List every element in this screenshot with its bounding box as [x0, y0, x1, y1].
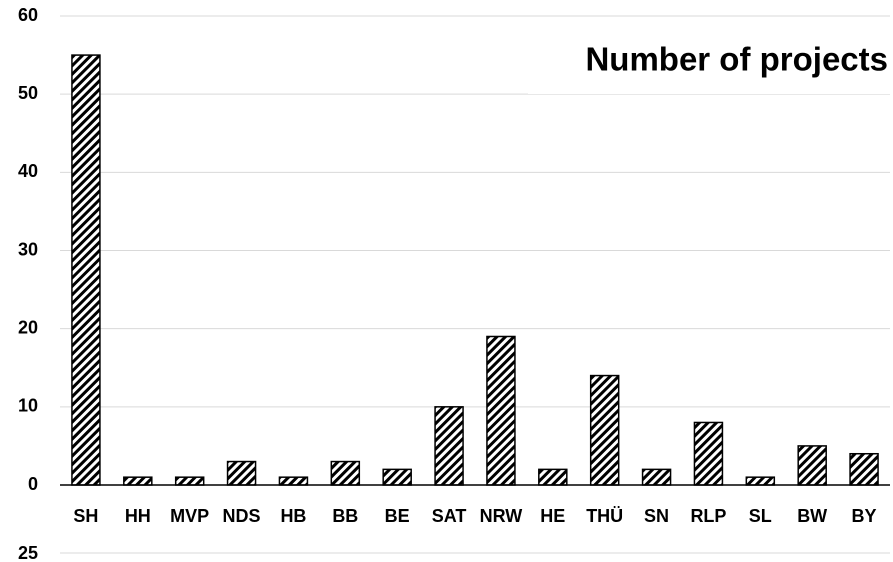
- bar: [71, 54, 101, 486]
- bar: [641, 468, 672, 486]
- bar: [486, 335, 516, 486]
- grid: [60, 15, 890, 486]
- bar: [797, 445, 827, 486]
- bar: [123, 476, 153, 486]
- x-tick-label: HE: [540, 506, 565, 526]
- x-tick-label: SN: [644, 506, 669, 526]
- bar: [849, 452, 879, 486]
- y-tick-label: 60: [18, 5, 38, 25]
- bar: [589, 374, 620, 486]
- y-tick-label: 40: [18, 161, 38, 181]
- y-tick-label: 30: [18, 239, 38, 259]
- x-tick-label: MVP: [170, 506, 209, 526]
- x-tick-label: NDS: [223, 506, 261, 526]
- x-tick-label: SH: [73, 506, 98, 526]
- x-tick-label: BB: [332, 506, 358, 526]
- x-tick-label: BE: [385, 506, 410, 526]
- y-tick-label: 20: [18, 317, 38, 337]
- y-tick-label: 50: [18, 83, 38, 103]
- x-tick-label: BY: [852, 506, 877, 526]
- bar: [278, 476, 309, 486]
- x-tick-label: BW: [797, 506, 827, 526]
- x-tick-label: NRW: [480, 506, 523, 526]
- bar: [434, 406, 464, 486]
- x-tick-label: HB: [280, 506, 306, 526]
- x-tick-label: SL: [749, 506, 772, 526]
- x-tick-label: SAT: [432, 506, 467, 526]
- x-tick-label: RLP: [690, 506, 726, 526]
- bar: [226, 460, 257, 486]
- title-background: [528, 36, 893, 94]
- bar: [382, 468, 412, 486]
- x-tick-label: HH: [125, 506, 151, 526]
- bar: [693, 421, 724, 486]
- y-tick-label: 25: [18, 543, 38, 562]
- bar: [538, 468, 568, 486]
- bar: [745, 476, 776, 486]
- y-tick-label: 10: [18, 396, 38, 416]
- bar: [330, 460, 361, 486]
- y-tick-label: 0: [28, 474, 38, 494]
- x-tick-label: THÜ: [586, 506, 623, 526]
- chart-title: Number of projects: [585, 41, 888, 78]
- bar: [174, 476, 205, 486]
